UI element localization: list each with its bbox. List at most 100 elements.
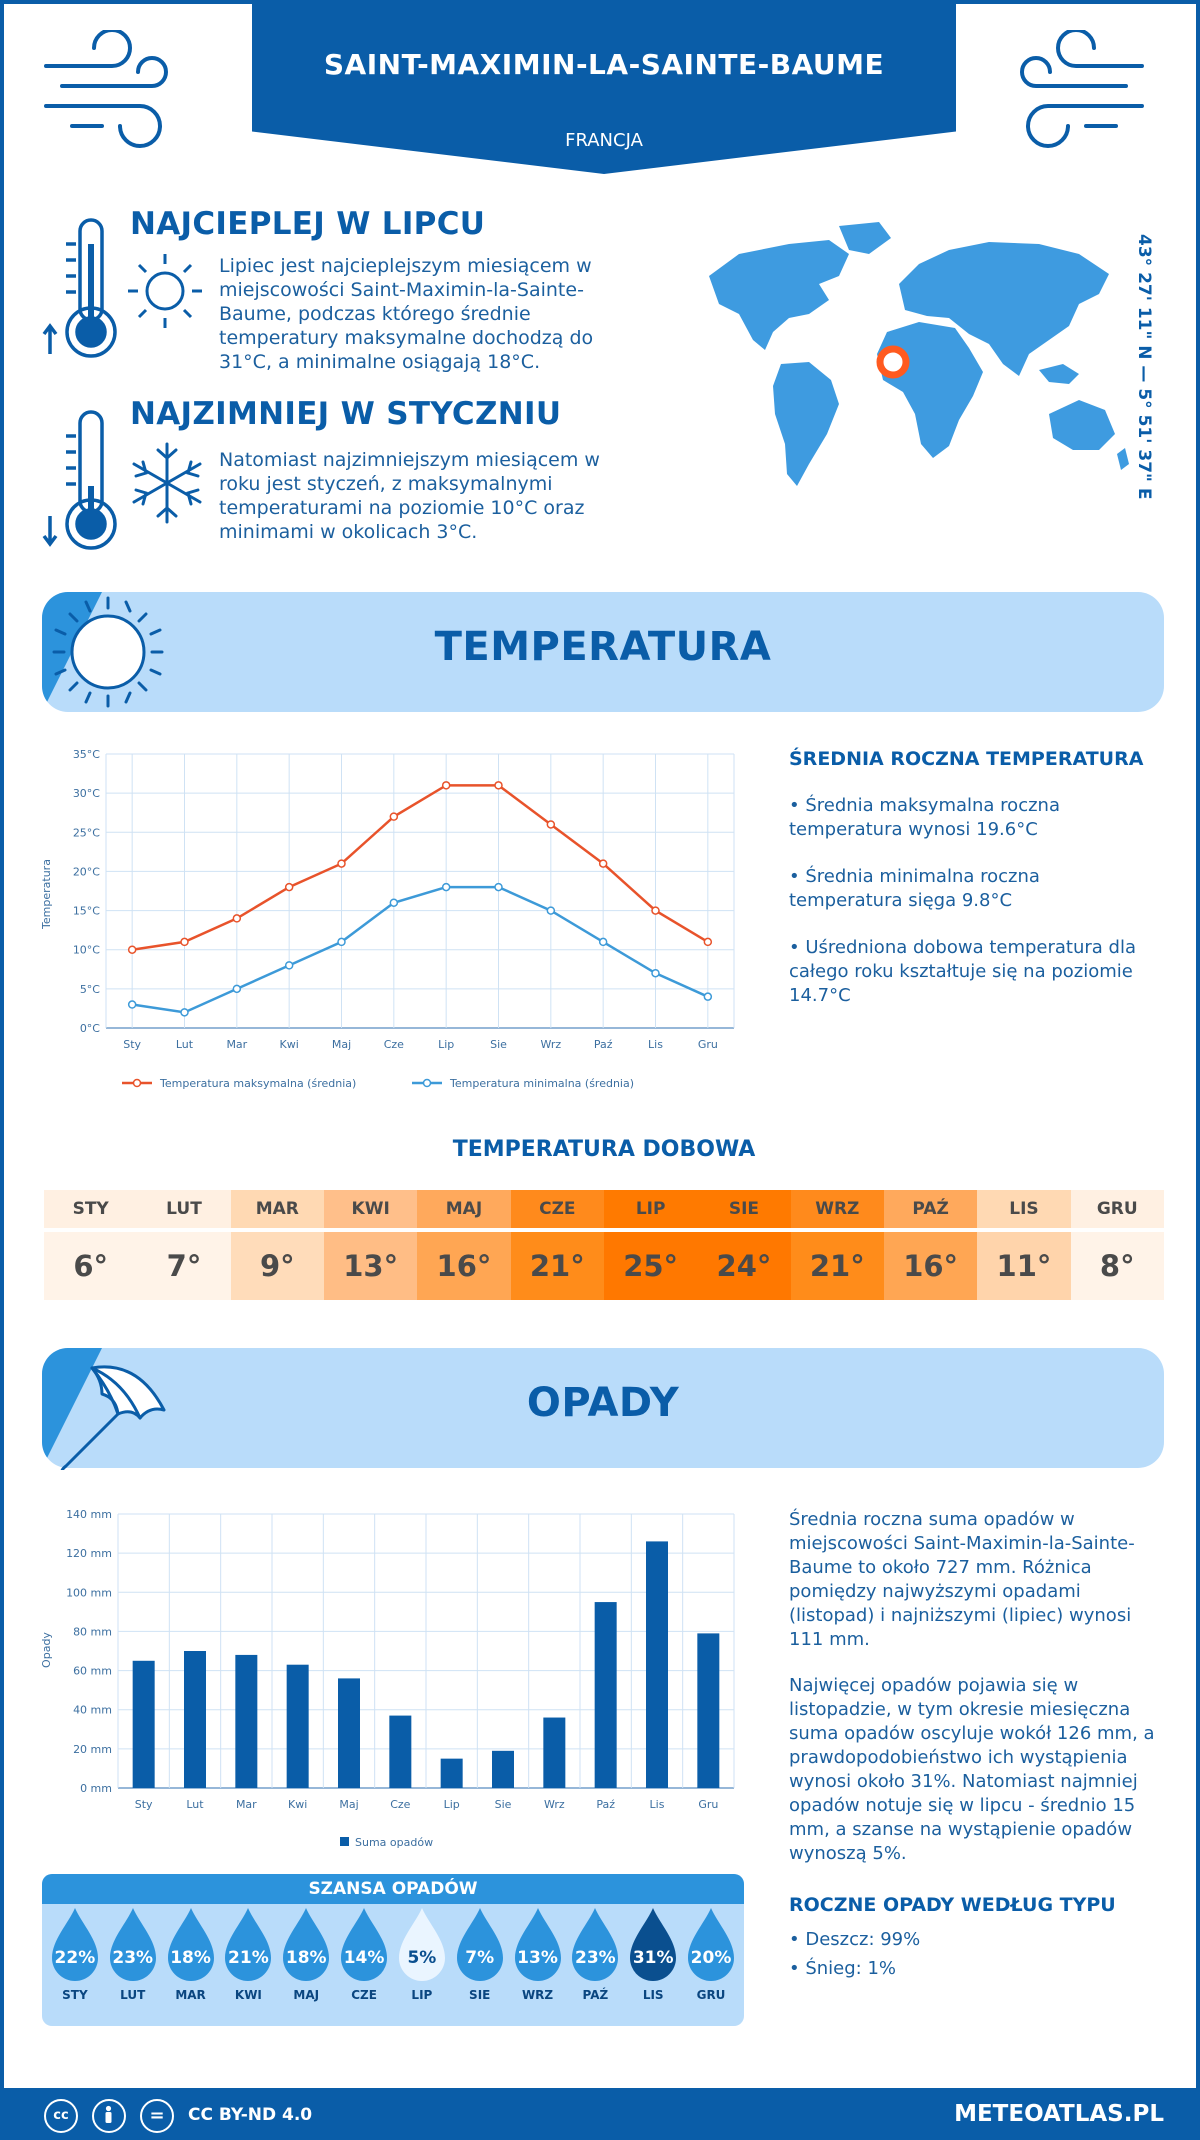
- min-temp-point: [232, 984, 242, 994]
- precip-y-tick: 100 mm: [66, 1586, 112, 1599]
- cc-icon[interactable]: cc: [44, 2099, 78, 2133]
- precip-x-ticks: Sty Lut Mar Kwi Maj Cze Lip Sie Wrz Paź Lis Gru: [135, 1798, 719, 1811]
- raindrop-icon: 18%: [164, 1904, 218, 1986]
- precip-chance-box: SZANSA OPADÓW 22% STY 23% LUT 18% MAR 21% KWI 18…: [42, 1874, 744, 2026]
- precip-chance-column: 18% MAJ: [277, 1904, 335, 2002]
- legend-precip: Suma opadów: [355, 1836, 433, 1849]
- daily-temp-month: PAŹ: [883, 1190, 978, 1228]
- precip-bar: [492, 1750, 514, 1788]
- precip-chance-value: 14%: [343, 1948, 385, 1968]
- min-temp-point: [703, 992, 713, 1001]
- daily-temp-value: 16°: [417, 1232, 511, 1300]
- page-title: SAINT-MAXIMIN-LA-SAINTE-BAUME: [323, 48, 885, 81]
- temperature-grid: [105, 753, 735, 1029]
- precip-type-title: ROCZNE OPADY WEDŁUG TYPU: [789, 1894, 1116, 1916]
- precip-y-tick: 120 mm: [66, 1547, 112, 1560]
- daily-temp-column: PAŹ 16°: [883, 1190, 978, 1300]
- temperature-y-tick: 15°C: [73, 905, 100, 918]
- thermometer-warm-icon: [42, 218, 117, 358]
- temperature-x-tick: Wrz: [540, 1038, 561, 1051]
- daily-temp-column: GRU 8°: [1070, 1190, 1164, 1300]
- temperature-x-tick: Maj: [332, 1038, 351, 1051]
- daily-temp-month: GRU: [1070, 1190, 1164, 1228]
- raindrop-icon: 18%: [279, 1904, 333, 1986]
- australia-shape: [1049, 400, 1115, 450]
- precip-x-tick: Lut: [186, 1798, 204, 1811]
- temperature-y-ticks: 0°C 5°C 10°C 15°C 20°C 25°C 30°C 35°C: [73, 748, 100, 1035]
- precip-chance-month: KWI: [234, 1988, 262, 2002]
- precip-x-tick: Cze: [390, 1798, 410, 1811]
- min-temp-point: [441, 882, 451, 892]
- daily-temp-month: LUT: [137, 1190, 231, 1228]
- warmest-text: Lipiec jest najcieplejszym miesiącem w m…: [219, 255, 594, 373]
- wind-icon-right: [1020, 30, 1144, 148]
- brand-link[interactable]: METEOATLAS.PL: [954, 2101, 1164, 2127]
- precip-chance-month: CZE: [351, 1988, 377, 2002]
- precip-bar: [697, 1633, 720, 1788]
- min-temp-line: [131, 885, 709, 1014]
- annual-temp-title: ŚREDNIA ROCZNA TEMPERATURA: [789, 748, 1144, 770]
- raindrop-icon: 14%: [337, 1904, 391, 1986]
- min-temp-point: [598, 937, 608, 947]
- raindrop-icon: 22%: [48, 1904, 102, 1986]
- precip-banner: [42, 1348, 1164, 1468]
- min-temp-point: [651, 968, 660, 978]
- daily-temp-month: SIE: [697, 1190, 791, 1228]
- no-derivatives-icon[interactable]: =: [140, 2099, 174, 2133]
- coldest-heading: NAJZIMNIEJ W STYCZNIU: [130, 396, 562, 432]
- precip-x-tick: Wrz: [544, 1798, 565, 1811]
- temperature-x-tick: Sie: [490, 1038, 507, 1051]
- daily-temp-month: CZE: [510, 1190, 604, 1228]
- precip-x-tick: Maj: [339, 1798, 358, 1811]
- daily-temp-value: 24°: [697, 1232, 791, 1300]
- temperature-x-tick: Mar: [226, 1038, 247, 1051]
- precip-chance-column: 20% GRU: [682, 1904, 740, 2002]
- precip-bar: [440, 1758, 463, 1788]
- precip-chance-column: 23% LUT: [104, 1904, 162, 2002]
- new-zealand-shape: [1117, 448, 1129, 470]
- precip-chance-value: 21%: [228, 1948, 269, 1968]
- precip-chance-column: 21% KWI: [219, 1904, 277, 2002]
- north-america-shape: [709, 240, 849, 350]
- daily-temp-column: LUT 7°: [137, 1190, 231, 1300]
- license-label[interactable]: CC BY-ND 4.0: [188, 2105, 313, 2125]
- precip-type-snow: • Śnieg: 1%: [789, 1958, 897, 1979]
- temperature-x-tick: Cze: [384, 1038, 404, 1051]
- temperature-y-tick: 30°C: [73, 787, 100, 800]
- max-temp-point: [494, 781, 503, 790]
- raindrop-icon: 23%: [106, 1904, 160, 1986]
- max-temp-point: [232, 914, 242, 923]
- precip-type-rain: • Deszcz: 99%: [789, 1929, 921, 1950]
- daily-temp-table: STY 6° LUT 7° MAR 9° KWI 13° MAJ 16° CZE 21° LIP 25° S…: [44, 1190, 1164, 1300]
- precip-bar: [184, 1651, 206, 1788]
- indonesia-shape: [1039, 364, 1079, 384]
- temperature-y-label: Temperatura: [40, 859, 53, 930]
- raindrop-icon: 13%: [511, 1904, 565, 1986]
- temperature-section-title: TEMPERATURA: [434, 624, 772, 670]
- precip-y-ticks: 0 mm 20 mm 40 mm 60 mm 80 mm 100 mm 120 mm 140 …: [66, 1508, 112, 1795]
- daily-temp-value: 7°: [137, 1232, 231, 1300]
- daily-temp-column: LIP 25°: [603, 1190, 698, 1300]
- umbrella-icon: [60, 1365, 166, 1470]
- precip-bar: [594, 1602, 617, 1788]
- annual-avg-temp-text: • Uśredniona dobowa temperatura dla całe…: [789, 937, 1137, 1006]
- sun-icon: [128, 254, 202, 328]
- precip-x-tick: Lip: [444, 1798, 460, 1811]
- raindrop-icon: 20%: [684, 1904, 738, 1986]
- precip-chance-column: 18% MAR: [162, 1904, 220, 2002]
- temperature-y-tick: 20°C: [73, 865, 100, 878]
- precip-chance-value: 20%: [690, 1948, 732, 1968]
- south-america-shape: [773, 362, 839, 486]
- min-temp-point: [337, 937, 346, 947]
- precip-chance-month: LIS: [642, 1988, 664, 2002]
- precip-chance-value: 7%: [465, 1948, 495, 1968]
- sun-large-icon: [52, 596, 164, 708]
- thermometer-cold-icon: [42, 410, 117, 550]
- temperature-x-tick: Lut: [176, 1038, 194, 1051]
- attribution-icon[interactable]: [92, 2099, 126, 2133]
- warmest-heading: NAJCIEPLEJ W LIPCU: [130, 206, 486, 242]
- precip-chance-value: 23%: [112, 1948, 154, 1968]
- daily-temp-value: 21°: [510, 1232, 604, 1300]
- precip-chance-column: 22% STY: [46, 1904, 104, 2002]
